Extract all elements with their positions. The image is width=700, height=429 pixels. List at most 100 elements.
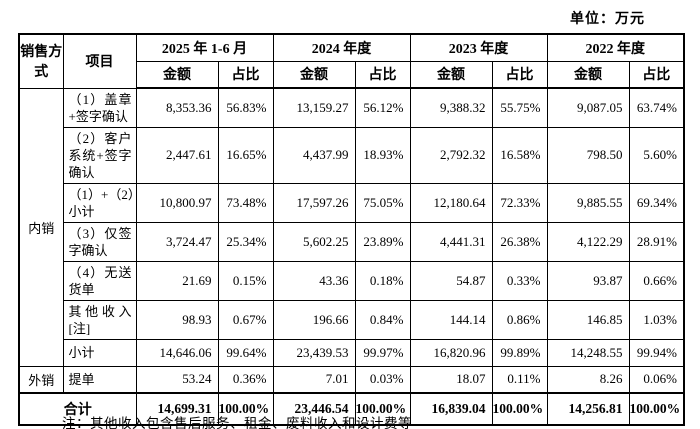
item-cell: （2）客户系统+签字确认 [62,126,137,184]
header-amount-2023: 金额 [409,60,493,89]
table-row: 外销 提单 53.24 0.36% 7.01 0.03% 18.07 0.11%… [18,365,685,394]
header-period-2024: 2024 年度 [272,33,411,62]
value-cell: 72.33% [491,182,548,223]
header-amount-2025: 金额 [135,60,219,89]
value-cell: 99.89% [491,338,548,367]
value-cell: 53.24 [135,365,219,394]
value-cell: 4,437.99 [272,126,356,184]
value-cell: 2,447.61 [135,126,219,184]
value-cell: 14,248.55 [546,338,630,367]
value-cell: 13,159.27 [272,87,356,128]
value-cell: 43.36 [272,260,356,301]
value-cell: 28.91% [628,221,685,262]
value-cell: 0.18% [354,260,411,301]
value-cell: 5.60% [628,126,685,184]
value-cell: 21.69 [135,260,219,301]
value-cell: 93.87 [546,260,630,301]
value-cell: 73.48% [217,182,274,223]
unit-label: 单位：万元 [570,12,645,27]
value-cell: 196.66 [272,299,356,340]
value-cell: 63.74% [628,87,685,128]
value-cell: 146.85 [546,299,630,340]
header-amount-2024: 金额 [272,60,356,89]
value-cell: 0.84% [354,299,411,340]
value-cell: 23,439.53 [272,338,356,367]
value-cell: 100.00% [217,392,274,426]
item-cell: 小计 [62,338,137,367]
header-ratio-2022: 占比 [628,60,685,89]
value-cell: 4,122.29 [546,221,630,262]
table-row: 内销 （1）盖章+签字确认 8,353.36 56.83% 13,159.27 … [18,87,685,367]
table-row: 其他收入[注] 98.93 0.67% 196.66 0.84% 144.14 … [19,299,685,340]
header-period-2025: 2025 年 1-6 月 [135,33,274,62]
table-row: （3）仅签字确认 3,724.47 25.34% 5,602.25 23.89%… [19,221,685,262]
value-cell: 26.38% [491,221,548,262]
value-cell: 23.89% [354,221,411,262]
value-cell: 23,446.54 [272,392,356,426]
value-cell: 7.01 [272,365,356,394]
header-amount-2022: 金额 [546,60,630,89]
value-cell: 55.75% [491,87,548,128]
header-item: 项目 [62,33,137,89]
value-cell: 16.65% [217,126,274,184]
value-cell: 18.07 [409,365,493,394]
group-export: 外销 [18,365,64,394]
value-cell: 3,724.47 [135,221,219,262]
value-cell: 5,602.25 [272,221,356,262]
value-cell: 99.64% [217,338,274,367]
value-cell: 56.83% [217,87,274,128]
value-cell: 0.86% [491,299,548,340]
value-cell: 100.00% [491,392,548,426]
table-row: 小计 14,646.06 99.64% 23,439.53 99.97% 16,… [19,338,685,367]
group-domestic: 内销 [18,87,64,367]
value-cell: 16,839.04 [409,392,493,426]
item-cell: （3）仅签字确认 [62,221,137,262]
header-period-2022: 2022 年度 [546,33,685,62]
value-cell: 18.93% [354,126,411,184]
sales-revenue-table: 销售方式 项目 2025 年 1-6 月 2024 年度 2023 年度 202… [18,33,686,426]
value-cell: 9,388.32 [409,87,493,128]
value-cell: 0.06% [628,365,685,394]
value-cell: 16,820.96 [409,338,493,367]
value-cell: 0.36% [217,365,274,394]
item-cell: （1）盖章+签字确认 [62,87,137,128]
value-cell: 56.12% [354,87,411,128]
header-sales-method: 销售方式 [18,33,64,89]
item-cell: （4）无送货单 [62,260,137,301]
item-cell: 其他收入[注] [62,299,137,340]
footnote: 注：其他收入包含售后服务、租金、废料收入和设计费等 [62,416,412,429]
item-cell: 提单 [62,365,137,394]
value-cell: 25.34% [217,221,274,262]
value-cell: 0.33% [491,260,548,301]
table-row: （4）无送货单 21.69 0.15% 43.36 0.18% 54.87 0.… [19,260,685,301]
value-cell: 16.58% [491,126,548,184]
value-cell: 54.87 [409,260,493,301]
value-cell: 0.15% [217,260,274,301]
value-cell: 798.50 [546,126,630,184]
header-ratio-2025: 占比 [217,60,274,89]
value-cell: 0.67% [217,299,274,340]
header-ratio-2024: 占比 [354,60,411,89]
item-cell: （1）+（2）小计 [62,182,137,223]
value-cell: 14,256.81 [546,392,630,426]
value-cell: 98.93 [135,299,219,340]
value-cell: 10,800.97 [135,182,219,223]
value-cell: 99.97% [354,338,411,367]
table-row: （1）+（2）小计 10,800.97 73.48% 17,597.26 75.… [19,182,685,223]
value-cell: 14,646.06 [135,338,219,367]
value-cell: 17,597.26 [272,182,356,223]
header-period-2023: 2023 年度 [409,33,548,62]
header-row-periods: 销售方式 项目 2025 年 1-6 月 2024 年度 2023 年度 202… [18,33,685,89]
value-cell: 99.94% [628,338,685,367]
total-label-cell: 合计 [18,392,137,426]
value-cell: 0.03% [354,365,411,394]
value-cell: 8,353.36 [135,87,219,128]
header-row-measures: 金额 占比 金额 占比 金额 占比 金额 占比 [19,60,685,89]
table-row-total: 合计 14,699.31 100.00% 23,446.54 100.00% 1… [18,392,685,426]
value-cell: 4,441.31 [409,221,493,262]
value-cell: 69.34% [628,182,685,223]
value-cell: 100.00% [628,392,685,426]
value-cell: 2,792.32 [409,126,493,184]
value-cell: 0.11% [491,365,548,394]
